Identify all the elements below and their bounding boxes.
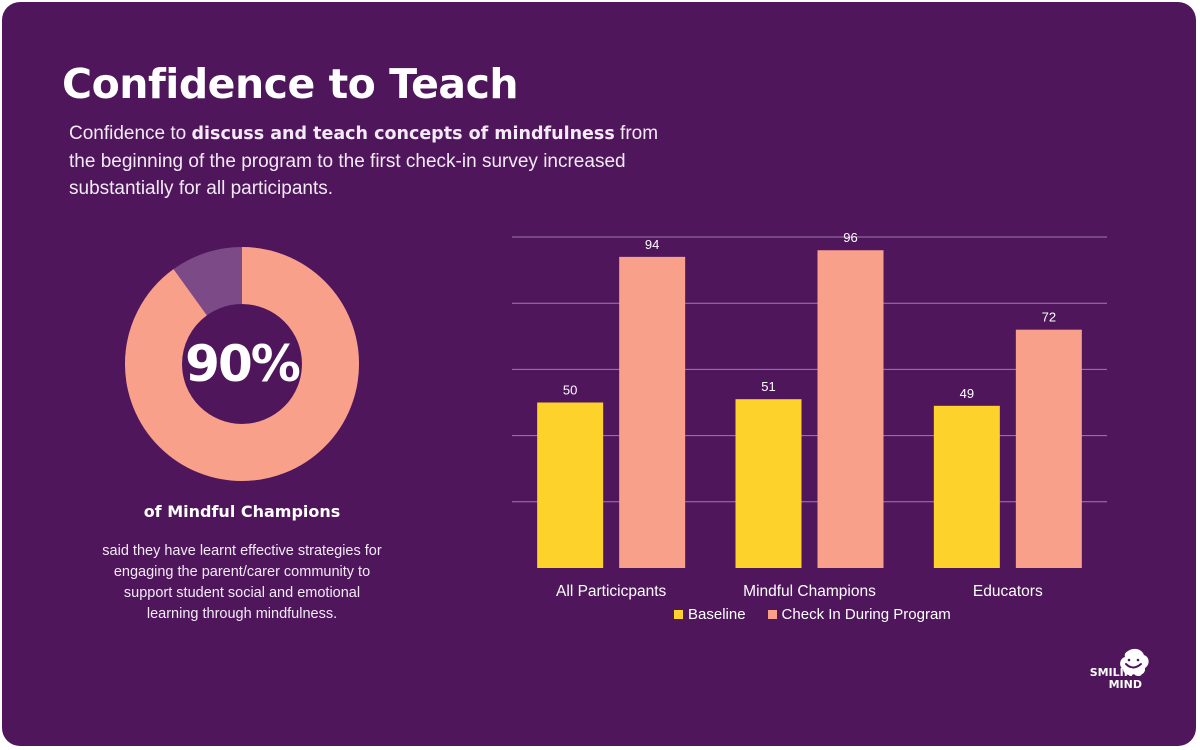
subtitle-pre: Confidence to (69, 123, 192, 144)
donut-svg (125, 247, 359, 481)
smiling-mind-logo: SMILING MIND (1062, 647, 1152, 697)
subtitle-post: from the beginning of the program to the… (69, 123, 659, 199)
bar-baseline (933, 405, 1000, 568)
data-label: 49 (960, 386, 974, 401)
data-label: 94 (645, 237, 659, 252)
bar-baseline (735, 399, 802, 568)
bar-baseline (537, 402, 604, 568)
legend-item-baseline: Baseline (674, 606, 746, 623)
legend-label-baseline: Baseline (688, 606, 746, 623)
subtitle: Confidence to discuss and teach concepts… (69, 120, 689, 202)
donut-chart: 90% (122, 244, 362, 484)
bar-checkin (817, 250, 884, 569)
logo-wordmark: SMILING MIND (1062, 667, 1142, 691)
bar-chart: 50 94 All Particicpants 51 96 Mindful Champio… (512, 230, 1107, 600)
bar-checkin (1015, 329, 1082, 568)
category-label: Mindful Champions (743, 583, 876, 600)
data-label: 51 (761, 379, 775, 394)
data-label: 50 (563, 383, 577, 398)
donut-filled-segment (125, 247, 359, 481)
subtitle-bold: discuss and teach concepts of mindfulnes… (191, 124, 615, 144)
logo-line-1: SMILING (1089, 666, 1142, 679)
chart-legend: Baseline Check In During Program (674, 606, 973, 623)
logo-line-2: MIND (1108, 678, 1142, 691)
legend-swatch-baseline (674, 610, 683, 619)
legend-item-checkin: Check In During Program (767, 606, 951, 623)
page-title: Confidence to Teach (62, 60, 519, 108)
brain-icon (1120, 648, 1149, 676)
donut-note: said they have learnt effective strategi… (102, 543, 382, 622)
bar-checkin (619, 256, 686, 568)
data-label: 72 (1042, 310, 1056, 325)
category-label: All Particicpants (556, 583, 667, 600)
data-label: 96 (843, 230, 857, 245)
legend-label-checkin: Check In During Program (781, 606, 951, 623)
category-label: Educators (973, 583, 1043, 600)
legend-swatch-checkin (767, 610, 777, 619)
donut-percentage: 90% (185, 335, 301, 393)
donut-caption: of Mindful Champions (143, 502, 341, 521)
